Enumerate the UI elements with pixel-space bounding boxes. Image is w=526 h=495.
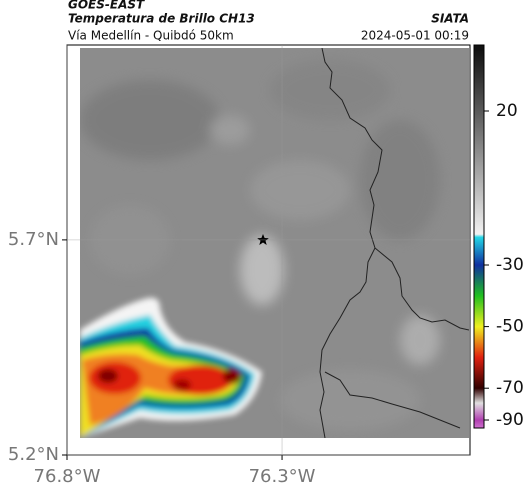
title: Temperatura de Brillo CH13 xyxy=(68,12,255,26)
y-tick-label: 5.2°N xyxy=(8,444,59,465)
route: Vía Medellín - Quibdó 50km xyxy=(68,29,234,43)
colorbar xyxy=(473,44,485,429)
x-tick-label: 76.3°W xyxy=(249,466,316,487)
datetime: 2024-05-01 00:19 xyxy=(361,29,469,43)
x-tick-label: 76.8°W xyxy=(34,466,101,487)
source: GOES-EAST xyxy=(68,0,145,12)
colorbar-tick-label: -50 xyxy=(496,317,524,337)
colorbar-tick-label: 20 xyxy=(496,101,518,121)
colorbar-tick-label: -70 xyxy=(496,378,524,398)
y-tick-label: 5.7°N xyxy=(8,229,59,250)
colorbar-tick-label: -90 xyxy=(496,410,524,430)
satellite-image xyxy=(80,48,469,438)
brand: SIATA xyxy=(431,12,469,26)
colorbar-tick-label: -30 xyxy=(496,255,524,275)
